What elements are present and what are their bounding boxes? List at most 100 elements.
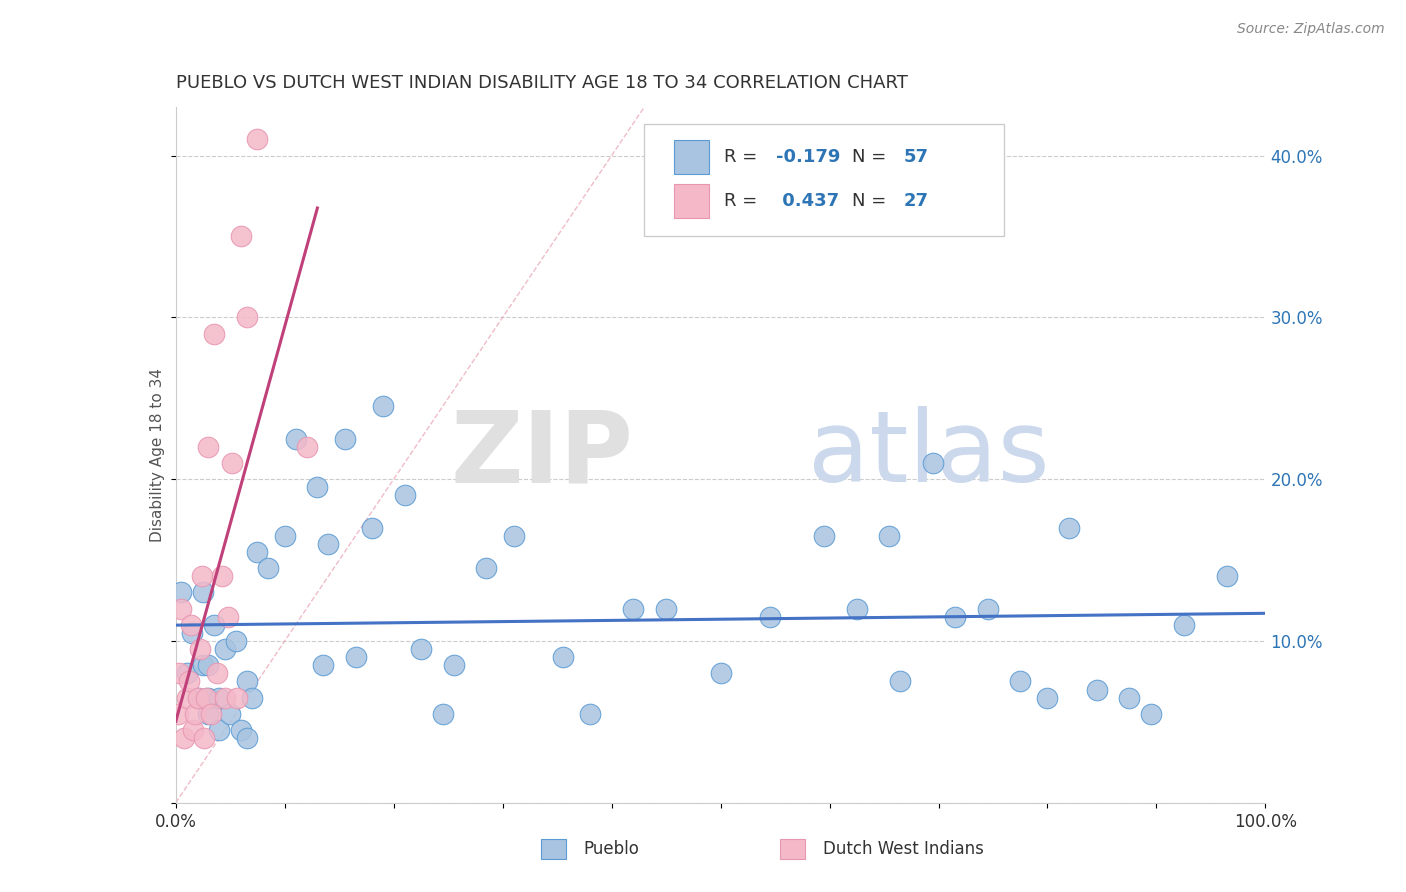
Point [655, 601, 678, 615]
Bar [673, 185, 709, 218]
Text: Dutch West Indians: Dutch West Indians [823, 840, 983, 858]
Point [186, 690, 209, 705]
Point [813, 529, 835, 543]
Point [181, 626, 204, 640]
Text: 0.437: 0.437 [776, 192, 839, 210]
Point [240, 690, 263, 705]
Point [197, 690, 219, 705]
Point [344, 650, 367, 665]
Point [202, 617, 225, 632]
Point [295, 440, 318, 454]
Point [371, 400, 394, 414]
Point [184, 706, 207, 721]
Point [502, 529, 524, 543]
Point [432, 706, 454, 721]
Point [176, 690, 198, 705]
Point [1216, 569, 1239, 583]
Point [214, 690, 236, 705]
Point [1118, 690, 1140, 705]
Point [845, 601, 868, 615]
Point [246, 545, 269, 559]
Point [193, 731, 215, 745]
Point [284, 432, 307, 446]
Point [200, 706, 222, 721]
Point [225, 690, 247, 705]
Point [333, 432, 356, 446]
Point [173, 731, 195, 745]
Point [225, 634, 247, 648]
Text: Source: ZipAtlas.com: Source: ZipAtlas.com [1237, 22, 1385, 37]
Point [1140, 706, 1163, 721]
Point [217, 609, 239, 624]
Point [409, 642, 432, 657]
Point [889, 674, 911, 689]
Point [231, 229, 253, 244]
Point [191, 585, 214, 599]
Text: atlas: atlas [807, 407, 1049, 503]
Text: 57: 57 [904, 148, 928, 166]
Point [1057, 521, 1080, 535]
Point [758, 609, 780, 624]
Point [177, 674, 200, 689]
Point [312, 658, 335, 673]
Point [443, 658, 465, 673]
Point [195, 690, 218, 705]
Bar [780, 839, 806, 859]
Point [167, 706, 190, 721]
Point [551, 650, 574, 665]
Text: R =: R = [724, 192, 763, 210]
Bar [541, 839, 567, 859]
Point [621, 601, 644, 615]
Text: R =: R = [724, 148, 763, 166]
Point [922, 456, 945, 470]
Point [208, 690, 231, 705]
Point [197, 658, 219, 673]
Point [167, 666, 190, 681]
Point [205, 666, 228, 681]
Point [475, 561, 498, 575]
Text: Pueblo: Pueblo [583, 840, 640, 858]
Point [274, 529, 297, 543]
Point [235, 310, 257, 325]
Point [219, 706, 242, 721]
Point [176, 666, 198, 681]
Point [1173, 617, 1195, 632]
Point [191, 569, 214, 583]
Point [221, 456, 243, 470]
Point [1036, 690, 1059, 705]
Text: PUEBLO VS DUTCH WEST INDIAN DISABILITY AGE 18 TO 34 CORRELATION CHART: PUEBLO VS DUTCH WEST INDIAN DISABILITY A… [176, 74, 908, 92]
Point [180, 617, 202, 632]
Point [235, 674, 257, 689]
Point [360, 521, 382, 535]
Point [186, 690, 209, 705]
Point [211, 569, 233, 583]
Point [257, 561, 280, 575]
Point [246, 132, 269, 146]
Point [318, 537, 340, 551]
Point [188, 642, 211, 657]
Point [879, 529, 901, 543]
Point [170, 585, 193, 599]
Point [307, 480, 329, 494]
Y-axis label: Disability Age 18 to 34: Disability Age 18 to 34 [150, 368, 166, 542]
Point [181, 723, 204, 737]
Text: N =: N = [852, 148, 893, 166]
Point [710, 666, 733, 681]
Point [1010, 674, 1032, 689]
Point [235, 731, 257, 745]
Text: ZIP: ZIP [450, 407, 633, 503]
Point [191, 658, 214, 673]
Point [943, 609, 966, 624]
Point [579, 706, 602, 721]
Bar [673, 140, 709, 174]
Text: -0.179: -0.179 [776, 148, 841, 166]
Point [197, 440, 219, 454]
Point [976, 601, 998, 615]
Point [394, 488, 416, 502]
Point [214, 642, 236, 657]
Point [197, 706, 219, 721]
Point [208, 723, 231, 737]
Point [231, 723, 253, 737]
FancyBboxPatch shape [644, 124, 1004, 235]
Point [1085, 682, 1108, 697]
